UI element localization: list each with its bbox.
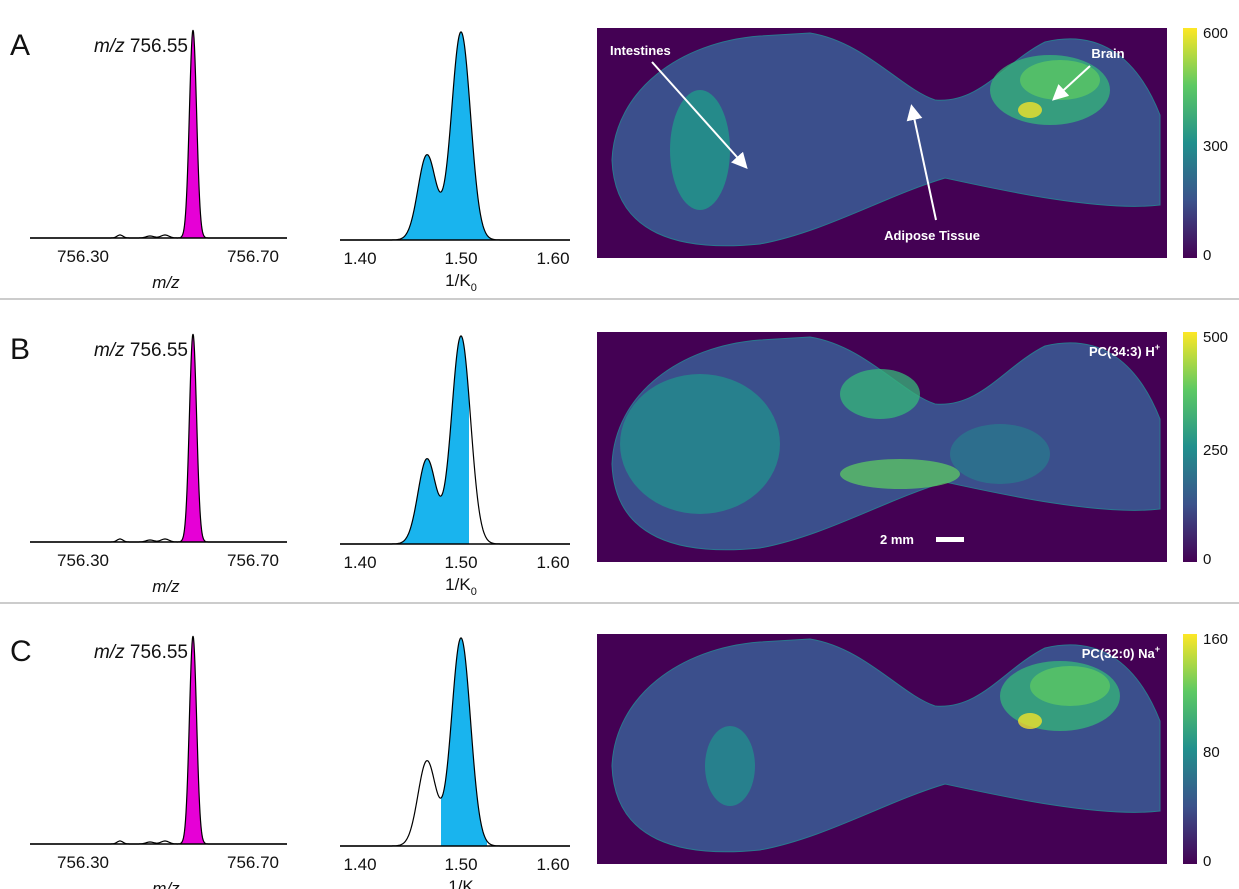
tissue-signal [705,726,755,806]
mz-title-italic: m/z [94,642,125,663]
colorbar-tick-label: 0 [1203,247,1211,264]
mobility-tick-label: 1.60 [536,855,569,874]
mz-tick-label: 756.30 [57,853,109,872]
colorbar [1183,28,1197,258]
mobility-tick-label: 1.40 [343,553,376,572]
colorbar-tick-label: 250 [1203,442,1228,459]
mobility-xlabel-main: 1/K [448,877,474,889]
mobility-xlabel-main: 1/K [445,271,471,290]
colorbar-tick-label: 80 [1203,744,1220,761]
panel-label: B [10,333,30,366]
tissue-signal [620,374,780,514]
tissue-signal [840,459,960,489]
colorbar-tick-label: 600 [1203,25,1228,42]
mz-tick-label: 756.30 [57,551,109,570]
mz-peak-fill [180,334,206,542]
mobility-xlabel: 1/K0 [445,575,477,598]
scale-bar [936,537,964,542]
mz-tick-label: 756.30 [57,247,109,266]
mobility-tick-label: 1.40 [343,855,376,874]
image-annotation: Brain [1091,46,1124,61]
mz-title: m/z 756.55 [94,36,188,57]
mz-tick-label: 756.70 [227,247,279,266]
mz-tick-label: 756.70 [227,551,279,570]
figure: Am/z 756.55 756.30 756.70 m/z 1.40 1.50 1.60 1/… [0,0,1239,889]
image-annotation: Adipose Tissue [884,228,980,243]
mz-title-value: 756.55 [130,340,188,361]
mobility-tick-label: 1.50 [444,855,477,874]
mobility-xlabel-sub: 0 [471,282,477,294]
mobility-tick-label: 1.60 [536,553,569,572]
panel-label: C [10,635,32,668]
mz-xlabel: m/z [152,879,180,889]
mobility-tick-label: 1.50 [444,249,477,268]
mz-title: m/z 756.55 [94,642,188,663]
colorbar-tick-label: 160 [1203,631,1228,648]
ion-label-main: PC(32:0) Na [1082,646,1156,661]
tissue-signal [950,424,1050,484]
mz-title-value: 756.55 [130,36,188,57]
colorbar-tick-label: 0 [1203,853,1211,870]
mz-peak-fill [180,636,206,844]
mz-xlabel: m/z [152,577,180,596]
mz-curve [30,334,287,542]
mobility-tick-label: 1.40 [343,249,376,268]
mobility-tick-label: 1.50 [444,553,477,572]
mobility-tick-label: 1.60 [536,249,569,268]
mz-tick-label: 756.70 [227,853,279,872]
ion-charge: + [1155,644,1160,654]
tissue-signal [670,90,730,210]
ion-charge: + [1155,342,1160,352]
mobility-xlabel: 1/K0 [445,271,477,294]
mobility-xlabel-sub: 0 [471,586,477,598]
ion-label-main: PC(34:3) H [1089,344,1155,359]
tissue-signal [1018,713,1042,729]
colorbar-tick-label: 0 [1203,551,1211,568]
mz-curve [30,636,287,844]
colorbar-tick-label: 500 [1203,329,1228,346]
tissue-signal [1030,666,1110,706]
colorbar [1183,634,1197,864]
colorbar-tick-label: 300 [1203,138,1228,155]
mz-xlabel: m/z [152,273,180,292]
mz-curve [30,30,287,238]
mz-title: m/z 756.55 [94,340,188,361]
mz-peak-fill [180,30,206,238]
mz-title-italic: m/z [94,340,125,361]
mobility-xlabel-main: 1/K [445,575,471,594]
mz-title-value: 756.55 [130,642,188,663]
image-annotation: Intestines [610,43,671,58]
scale-bar-label: 2 mm [880,532,914,547]
mz-title-italic: m/z [94,36,125,57]
ion-label: PC(32:0) Na+ [1082,644,1160,661]
tissue-signal [1018,102,1042,118]
panel-label: A [10,29,30,62]
mobility-xlabel: 1/K [448,877,474,889]
ion-label: PC(34:3) H+ [1089,342,1160,359]
colorbar [1183,332,1197,562]
tissue-signal [840,369,920,419]
